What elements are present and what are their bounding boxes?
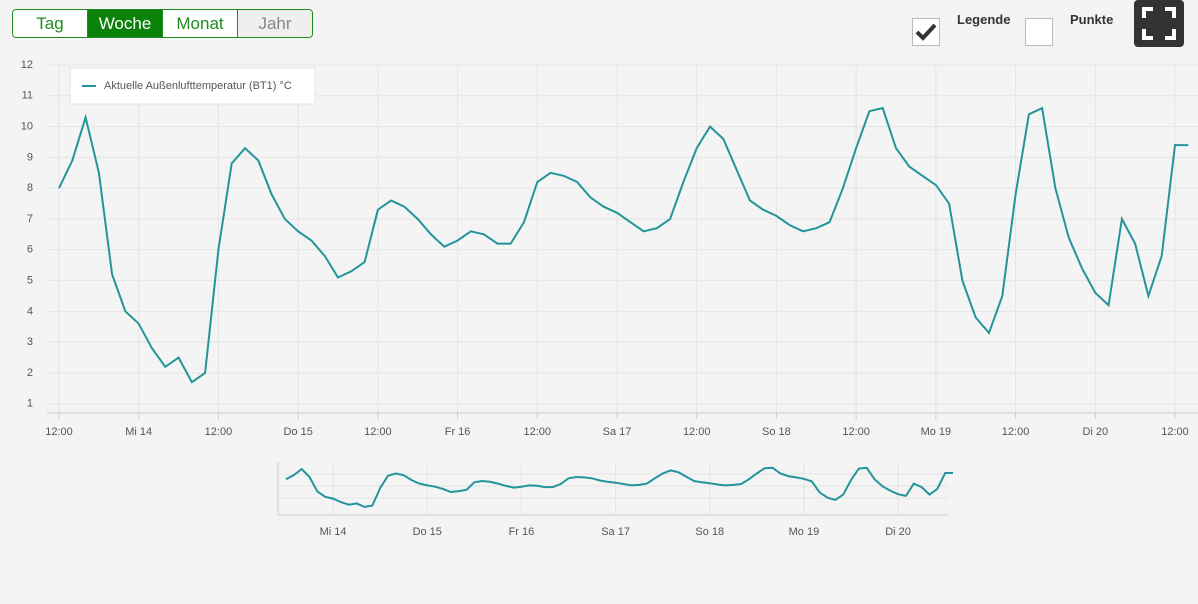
x-tick-label: Mo 19 <box>921 426 952 438</box>
y-tick-label: 10 <box>21 120 33 132</box>
plot-area <box>47 65 1198 413</box>
y-tick-label: 7 <box>27 213 33 225</box>
range-selector: Tag Woche Monat Jahr <box>12 9 313 38</box>
y-tick-label: 3 <box>27 336 33 348</box>
y-tick-label: 1 <box>27 398 33 410</box>
fullscreen-button[interactable] <box>1134 0 1184 47</box>
x-tick-label: Fr 16 <box>445 426 471 438</box>
navigator-line <box>285 466 953 508</box>
x-tick-label: 12:00 <box>1161 426 1189 438</box>
y-tick-label: 5 <box>27 274 33 286</box>
y-tick-label: 9 <box>27 151 33 163</box>
series-line <box>58 106 1189 384</box>
x-tick-label: So 18 <box>762 426 791 438</box>
checkbox[interactable] <box>912 18 940 46</box>
x-tick-label: Di 20 <box>1082 426 1108 438</box>
range-button[interactable]: Monat <box>162 10 237 37</box>
legend-box <box>69 67 316 105</box>
fullscreen-icon <box>1142 7 1176 40</box>
navigator-label: Fr 16 <box>509 526 535 538</box>
legend-label: Aktuelle Außenlufttemperatur (BT1) °C <box>104 80 292 92</box>
checkbox-label: Legende <box>957 12 1011 27</box>
y-tick-label: 8 <box>27 182 33 194</box>
navigator-label: Do 15 <box>413 526 442 538</box>
checkbox-label: Punkte <box>1070 12 1114 27</box>
range-button[interactable]: Woche <box>87 10 162 37</box>
x-tick-label: Sa 17 <box>603 426 632 438</box>
navigator-label: Mo 19 <box>789 526 820 538</box>
y-tick-label: 12 <box>21 59 33 71</box>
navigator-label: Mi 14 <box>320 526 347 538</box>
range-button[interactable]: Jahr <box>237 10 312 37</box>
navigator-label: So 18 <box>695 526 724 538</box>
x-tick-label: 12:00 <box>45 426 73 438</box>
x-tick-label: 12:00 <box>683 426 711 438</box>
x-tick-label: Mi 14 <box>125 426 152 438</box>
y-tick-label: 11 <box>22 90 33 102</box>
navigator-label: Sa 17 <box>601 526 630 538</box>
y-tick-label: 4 <box>27 305 33 317</box>
check-mark <box>915 23 937 41</box>
x-tick-label: 12:00 <box>364 426 392 438</box>
y-tick-label: 6 <box>27 244 33 256</box>
x-tick-label: 12:00 <box>524 426 552 438</box>
x-tick-label: 12:00 <box>1002 426 1030 438</box>
x-tick-label: 12:00 <box>205 426 233 438</box>
x-tick-label: 12:00 <box>842 426 870 438</box>
y-tick-label: 2 <box>27 367 33 379</box>
checkbox[interactable] <box>1025 18 1053 46</box>
navigator-label: Di 20 <box>885 526 911 538</box>
x-tick-label: Do 15 <box>283 426 312 438</box>
range-button[interactable]: Tag <box>13 10 87 37</box>
